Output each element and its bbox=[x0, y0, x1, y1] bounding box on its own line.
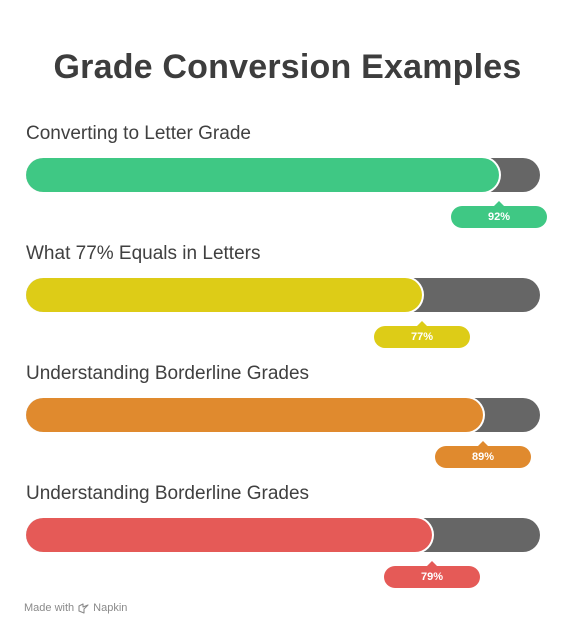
bar-track bbox=[26, 158, 540, 192]
bar-row: What 77% Equals in Letters 77% bbox=[26, 243, 540, 348]
napkin-brand: Napkin bbox=[93, 602, 128, 614]
value-badge: 77% bbox=[374, 321, 470, 348]
bar-track bbox=[26, 518, 540, 552]
value-badge: 92% bbox=[451, 201, 547, 228]
napkin-logo-icon bbox=[78, 602, 89, 614]
value-badge: 79% bbox=[384, 561, 480, 588]
bar-track bbox=[26, 278, 540, 312]
bar-label: Converting to Letter Grade bbox=[26, 123, 251, 144]
bar-fill bbox=[26, 278, 422, 312]
bar-row: Understanding Borderline Grades 79% bbox=[26, 483, 540, 588]
bar-label: Understanding Borderline Grades bbox=[26, 483, 310, 504]
bar-label: What 77% Equals in Letters bbox=[26, 243, 261, 264]
footer: Made with Napkin bbox=[24, 602, 127, 614]
bar-label: Understanding Borderline Grades bbox=[26, 363, 310, 384]
bar-fill bbox=[26, 398, 483, 432]
bar-fill bbox=[26, 518, 432, 552]
chart-title: Grade Conversion Examples bbox=[53, 48, 522, 86]
bar-row: Converting to Letter Grade 92% bbox=[26, 123, 547, 228]
bar-row: Understanding Borderline Grades 89% bbox=[26, 363, 540, 468]
made-with-label: Made with bbox=[24, 602, 75, 614]
bar-fill bbox=[26, 158, 499, 192]
bar-track bbox=[26, 398, 540, 432]
value-badge: 89% bbox=[435, 441, 531, 468]
